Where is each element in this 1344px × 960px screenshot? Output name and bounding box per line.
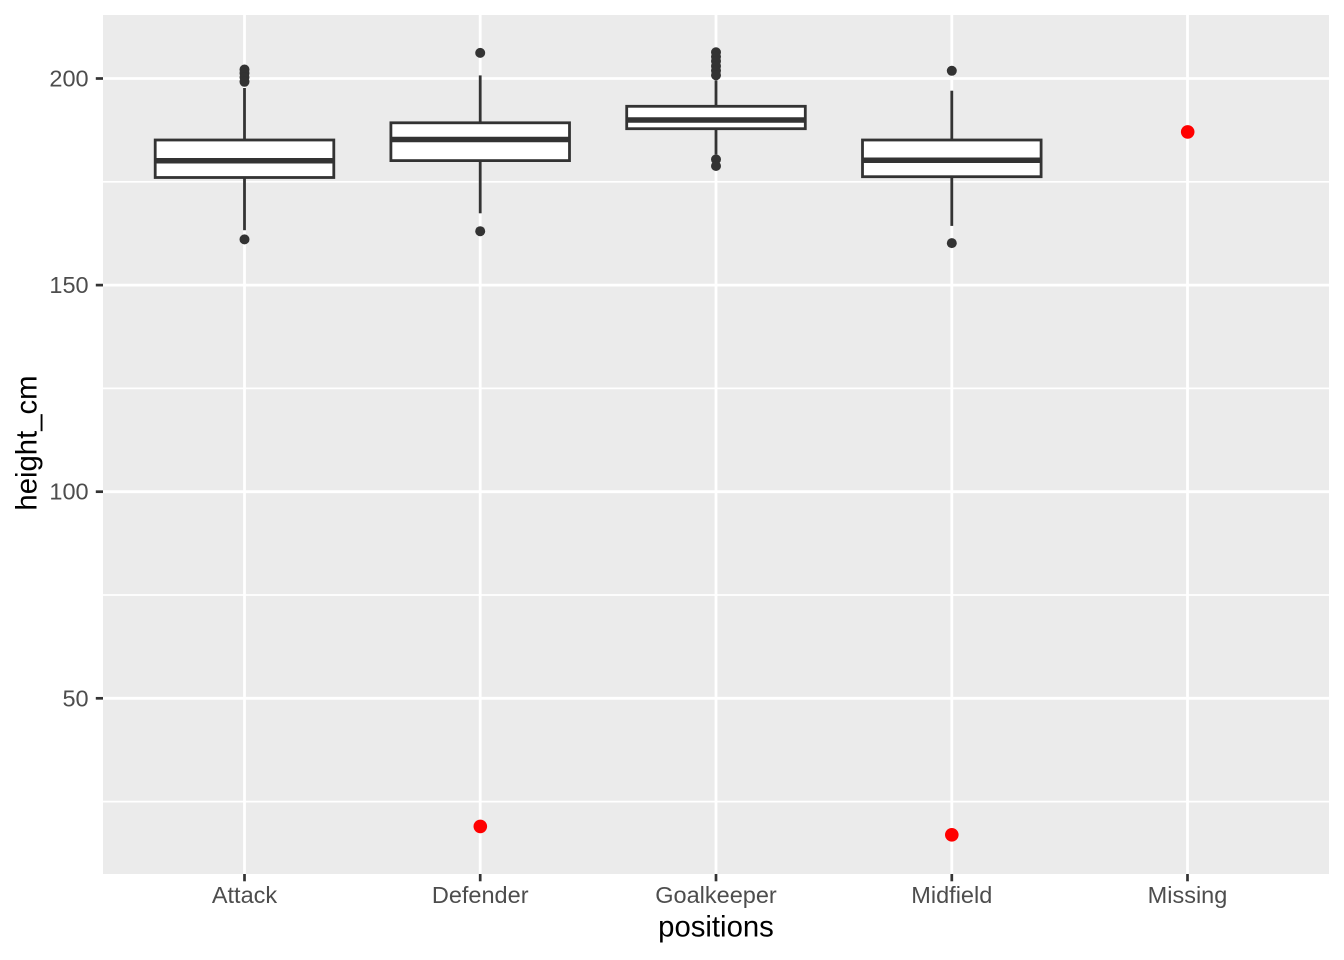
svg-text:positions: positions bbox=[658, 911, 774, 944]
svg-text:height_cm: height_cm bbox=[10, 375, 43, 510]
svg-text:Defender: Defender bbox=[432, 882, 529, 908]
svg-text:Missing: Missing bbox=[1148, 882, 1228, 908]
svg-text:150: 150 bbox=[49, 272, 88, 298]
svg-text:Attack: Attack bbox=[212, 882, 278, 908]
svg-text:Midfield: Midfield bbox=[911, 882, 992, 908]
svg-text:200: 200 bbox=[49, 66, 88, 92]
svg-text:100: 100 bbox=[49, 479, 88, 505]
svg-text:Goalkeeper: Goalkeeper bbox=[655, 882, 777, 908]
svg-text:50: 50 bbox=[62, 685, 88, 711]
